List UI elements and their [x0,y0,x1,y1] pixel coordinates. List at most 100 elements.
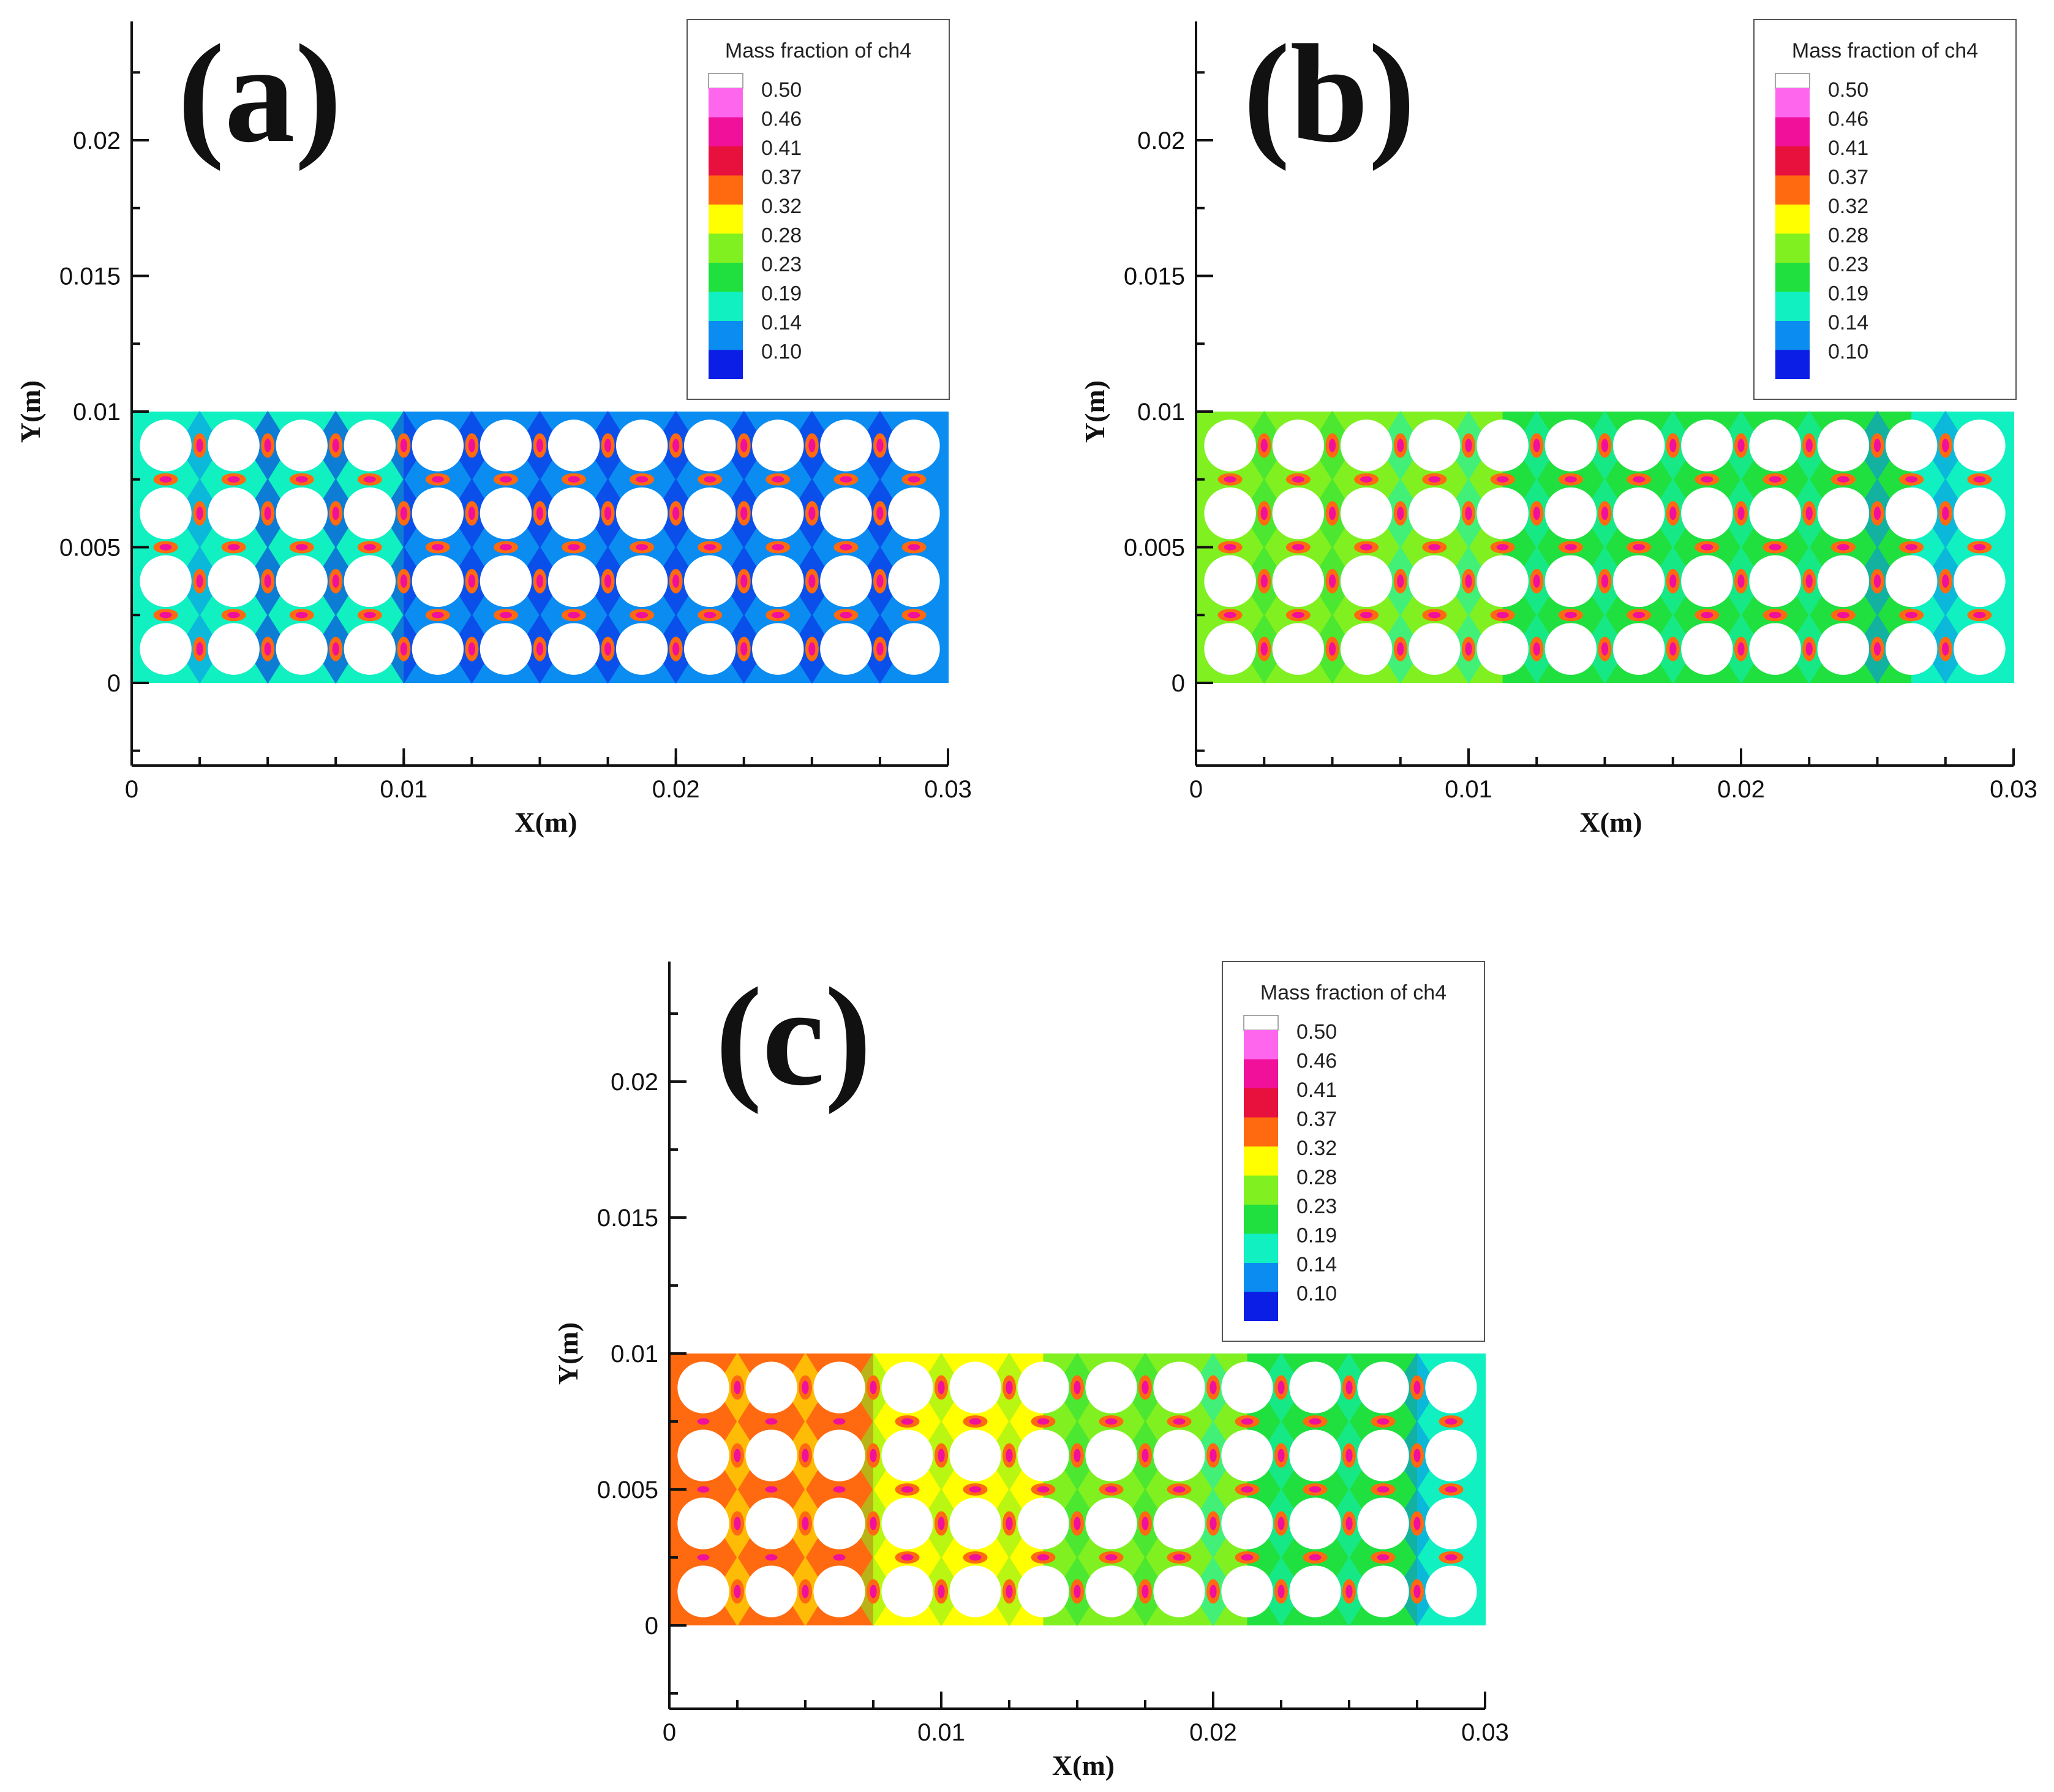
legend-level-label: 0.19 [1828,282,1868,306]
legend-swatch [1244,1263,1278,1292]
gap-hotspot-core [159,612,172,619]
gap-hotspot-core [227,612,240,619]
gap-hotspot-core [1397,439,1404,453]
gap-hotspot-core [1037,1486,1050,1493]
panel-label: (c) [715,958,871,1115]
obstacle-circle [1340,487,1393,540]
gap-hotspot-core [1873,642,1881,656]
gap-hotspot-core [1973,476,1986,483]
gap-hotspot-core [536,642,544,656]
gap-hotspot-core [332,574,339,588]
legend-level-label: 0.46 [1296,1050,1337,1073]
legend-level-label: 0.10 [761,341,802,364]
obstacle-circle [1749,555,1801,608]
legend-swatch [709,146,743,176]
gap-hotspot-core [1873,574,1881,588]
gap-hotspot-core [1224,476,1236,483]
obstacle-circle [820,487,872,540]
gap-hotspot-core [363,476,376,483]
gap-hotspot-core [536,506,544,521]
obstacle-circle [1409,555,1461,608]
gap-hotspot-core [1074,1584,1081,1598]
obstacle-circle [1204,487,1256,540]
gap-hotspot-core [1837,476,1849,483]
gap-hotspot-core [264,642,271,656]
obstacle-circle [745,1565,797,1617]
gap-hotspot-core [536,439,544,453]
legend-swatch [1244,1059,1278,1088]
gap-hotspot-core [1209,1380,1217,1395]
gap-hotspot-core [1737,506,1745,521]
gap-hotspot-core [740,439,748,453]
obstacle-circle [1017,1565,1069,1617]
gap-hotspot-core [765,1418,778,1425]
gap-hotspot-core [604,439,612,453]
gap-hotspot-core [400,439,407,453]
legend-level-label: 0.32 [1296,1137,1337,1160]
obstacle-circle [480,623,532,675]
obstacle-circle [752,623,804,675]
obstacle-circle [745,1429,797,1481]
obstacle-circle [140,487,192,540]
gap-hotspot-core [1496,544,1509,551]
obstacles [140,420,940,675]
gap-hotspot-core [1209,1448,1217,1463]
legend-title: Mass fraction of ch4 [725,39,911,62]
obstacle-circle [1954,623,2006,675]
legend-swatch [709,350,743,379]
gap-hotspot-core [1905,544,1918,551]
x-tick-label: 0.02 [1717,776,1765,803]
legend-level-label: 0.32 [1828,195,1868,218]
obstacle-circle [1289,1429,1341,1481]
x-tick-label: 0 [125,776,138,803]
gap-hotspot-core [1601,574,1609,588]
gap-hotspot-core [969,1486,982,1493]
gap-hotspot-core [1669,642,1677,656]
gap-hotspot-core [740,574,748,588]
obstacle-circle [888,555,940,608]
gap-hotspot-core [363,612,376,619]
y-axis-title: Y(m) [1079,380,1110,443]
gap-hotspot-core [704,476,717,483]
obstacle-circle [1544,487,1597,540]
gap-hotspot-core [697,1418,710,1425]
gap-hotspot-core [1260,506,1268,521]
obstacle-circle [1085,1565,1137,1617]
legend-level-label: 0.23 [1296,1195,1337,1218]
y-tick-label: 0.015 [59,263,121,290]
legend: Mass fraction of ch4 0.50 0.46 0.41 0.37 0.32… [1753,19,2017,400]
obstacle-circle [1817,487,1870,540]
legend-swatch [1244,1088,1278,1118]
gap-hotspot-core [1496,612,1509,619]
obstacle-circle [881,1429,933,1481]
gap-hotspot-core [400,642,407,656]
gap-hotspot-core [1533,439,1540,453]
legend-swatch [709,292,743,321]
obstacle-circle [615,420,668,472]
gap-hotspot-core [1292,544,1304,551]
gap-hotspot-core [1769,612,1781,619]
obstacle-circle [813,1497,865,1549]
obstacle-circle [1612,420,1665,472]
legend-level-label: 0.46 [761,108,802,131]
gap-hotspot-core [400,574,407,588]
gap-hotspot-core [1465,574,1472,588]
obstacle-circle [677,1497,729,1549]
x-tick-label: 0.03 [1461,1719,1509,1746]
legend-level-label: 0.41 [761,137,802,160]
obstacle-circle [820,555,872,608]
obstacle-circle [1817,623,1870,675]
gap-hotspot-core [772,612,784,619]
contour-field [669,1352,1486,1627]
legend-level-label: 0.37 [1828,166,1868,189]
obstacle-circle [1425,1565,1477,1617]
obstacle-circle [1409,420,1461,472]
obstacle-circle [412,623,464,675]
obstacle-circle [1749,420,1801,472]
gap-hotspot-core [1397,574,1404,588]
gap-hotspot-core [636,544,649,551]
gap-hotspot-core [1805,439,1813,453]
obstacle-circle [1204,555,1256,608]
legend-level-label: 0.41 [1296,1079,1337,1102]
gap-hotspot-core [568,612,581,619]
